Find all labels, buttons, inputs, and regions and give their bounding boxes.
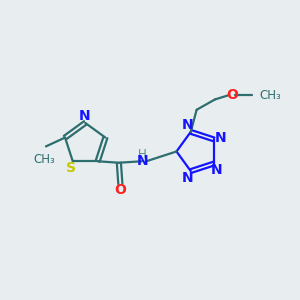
Text: O: O bbox=[114, 183, 126, 197]
Text: N: N bbox=[182, 171, 194, 184]
Text: N: N bbox=[182, 118, 193, 132]
Text: O: O bbox=[226, 88, 238, 102]
Text: N: N bbox=[79, 110, 90, 123]
Text: CH₃: CH₃ bbox=[260, 88, 281, 102]
Text: CH₃: CH₃ bbox=[34, 153, 55, 166]
Text: S: S bbox=[66, 161, 76, 175]
Text: N: N bbox=[214, 131, 226, 145]
Text: H: H bbox=[138, 148, 147, 161]
Text: N: N bbox=[136, 154, 148, 168]
Text: N: N bbox=[211, 163, 223, 177]
